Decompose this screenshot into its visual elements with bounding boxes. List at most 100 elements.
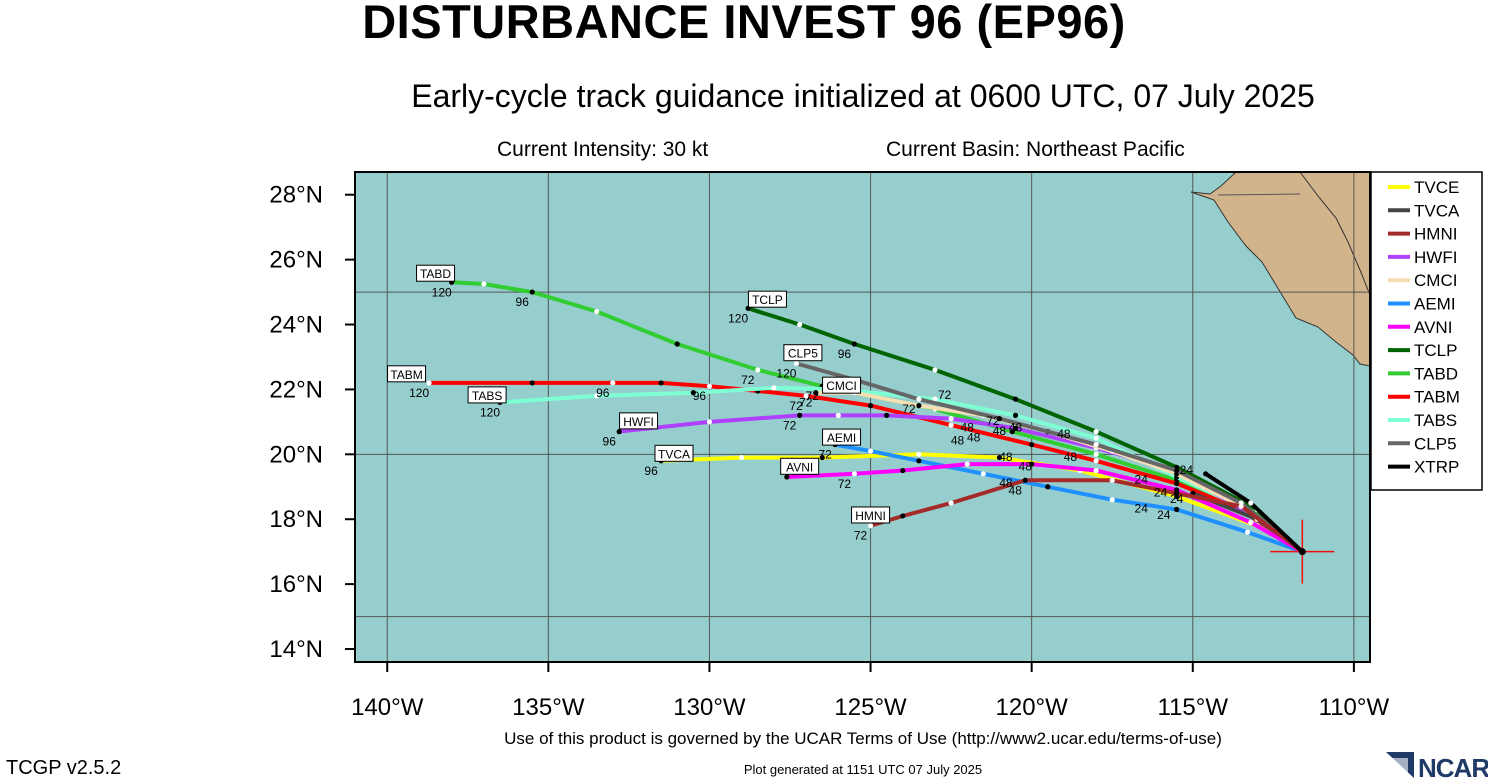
forecast-hour-label: 72 — [938, 388, 952, 402]
track-point — [1174, 490, 1180, 496]
track-point — [1203, 471, 1209, 477]
track-point — [706, 419, 713, 425]
legend-label-hwfi: HWFI — [1414, 248, 1457, 267]
forecast-hour-label: 96 — [838, 347, 852, 361]
track-tabm — [427, 380, 1305, 554]
track-point — [819, 454, 825, 461]
track-point — [481, 281, 487, 287]
forecast-hour-label: 24 — [1180, 463, 1194, 477]
forecast-hour-label: 72 — [902, 402, 916, 416]
track-point — [529, 289, 535, 295]
model-label: TABD — [420, 267, 451, 281]
forecast-hour-label: 24 — [1157, 508, 1171, 522]
track-point — [1248, 500, 1254, 506]
current-intensity: Current Intensity: 30 kt — [497, 138, 709, 161]
ncar-logo-text: NCAR — [1418, 753, 1488, 783]
model-label-box — [780, 457, 820, 475]
track-point — [916, 403, 922, 409]
legend-label-avni: AVNI — [1414, 318, 1452, 337]
model-label: CLP5 — [788, 347, 818, 361]
forecast-hour-label: 72 — [818, 448, 832, 462]
track-point — [1174, 480, 1180, 487]
model-label-box — [822, 376, 862, 394]
lon-tick-label: 115°W — [1158, 694, 1229, 721]
lat-tick-label: 18°N — [269, 506, 323, 533]
track-point — [610, 380, 616, 386]
lat-tick-label: 14°N — [269, 636, 323, 663]
legend-label-xtrp: XTRP — [1414, 458, 1459, 477]
map-frame — [354, 171, 1371, 663]
current-basin: Current Basin: Northeast Pacific — [886, 138, 1185, 161]
forecast-hour-label: 24 — [1135, 502, 1149, 516]
forecast-hour-label: 120 — [409, 386, 429, 400]
model-label: TCLP — [752, 293, 783, 307]
forecast-hour-label: 96 — [693, 389, 707, 403]
generated-timestamp: Plot generated at 1151 UTC 07 July 2025 — [743, 762, 983, 777]
forecast-hour-label: 48 — [999, 450, 1013, 464]
forecast-hour-label: 48 — [1019, 460, 1033, 474]
track-point — [900, 467, 906, 474]
forecast-hour-label: 72 — [741, 373, 755, 387]
track-point — [797, 321, 803, 328]
track-point — [1109, 477, 1115, 483]
forecast-hour-label: 48 — [951, 434, 965, 448]
forecast-hour-label: 96 — [516, 295, 530, 309]
track-point — [1093, 435, 1099, 441]
track-point — [784, 474, 790, 480]
track-point — [916, 451, 922, 457]
track-point — [900, 513, 906, 519]
axis-ticks: 140°W 135°W 130°W 125°W 120°W 115°W 110°W 14°N 1… — [269, 182, 1389, 721]
forecast-hour-label: 72 — [854, 529, 868, 543]
lon-tick-label: 130°W — [673, 694, 746, 721]
track-point — [797, 412, 803, 418]
track-point — [948, 422, 954, 428]
track-point — [739, 454, 745, 461]
lat-tick-label: 26°N — [269, 247, 323, 274]
lat-tick-label: 20°N — [269, 441, 323, 468]
forecast-tracks — [426, 279, 1305, 554]
current-position-dot — [1298, 548, 1306, 556]
model-label: AVNI — [786, 460, 813, 474]
track-point — [1238, 503, 1244, 509]
track-point — [1012, 425, 1019, 431]
track-point — [851, 471, 858, 477]
forecast-hour-label: 120 — [432, 285, 452, 299]
lon-tick-label: 125°W — [834, 694, 907, 721]
track-point — [1029, 461, 1035, 467]
forecast-hour-label: 96 — [603, 435, 617, 449]
map-grid — [355, 172, 1370, 662]
model-label-box — [416, 264, 456, 282]
track-point — [1012, 412, 1019, 418]
forecast-hour-label: 24 — [1154, 486, 1168, 500]
track-point — [1244, 529, 1251, 535]
legend-label-tabs: TABS — [1414, 411, 1457, 430]
model-label: TABS — [472, 389, 502, 403]
model-label-box — [387, 365, 427, 383]
track-point — [771, 385, 777, 391]
lat-tick-label: 28°N — [269, 182, 323, 209]
forecast-hour-label: 96 — [596, 386, 610, 400]
forecast-hour-label: 48 — [993, 424, 1007, 438]
forecast-hour-label: 24 — [1135, 473, 1149, 487]
track-point — [803, 393, 809, 399]
ncar-logo-icon — [1386, 752, 1414, 778]
track-point — [1093, 458, 1099, 464]
legend-label-tvce: TVCE — [1414, 178, 1459, 197]
track-point — [529, 380, 535, 386]
track-point — [1109, 497, 1115, 503]
model-legend: TVCE TVCA HMNI HWFI CMCI AEMI AVNI TCLP TABD TABM… — [1370, 171, 1483, 491]
model-label: HWFI — [623, 415, 654, 429]
forecast-hour-label: 48 — [1057, 427, 1071, 441]
track-point — [916, 458, 922, 464]
forecast-hour-label: 120 — [480, 405, 500, 419]
forecast-hour-label: 48 — [999, 476, 1013, 490]
track-point — [813, 390, 819, 396]
legend-label-tvca: TVCA — [1414, 201, 1460, 220]
track-point — [1009, 429, 1015, 435]
forecast-hour-label: 24 — [1170, 492, 1184, 506]
lon-tick-label: 140°W — [351, 694, 424, 721]
model-labels: TABD TCLP TABM TABS CLP5 CMCI HWFI AEMI TVCA AVNI… — [387, 264, 891, 524]
lon-tick-label: 110°W — [1319, 694, 1390, 721]
